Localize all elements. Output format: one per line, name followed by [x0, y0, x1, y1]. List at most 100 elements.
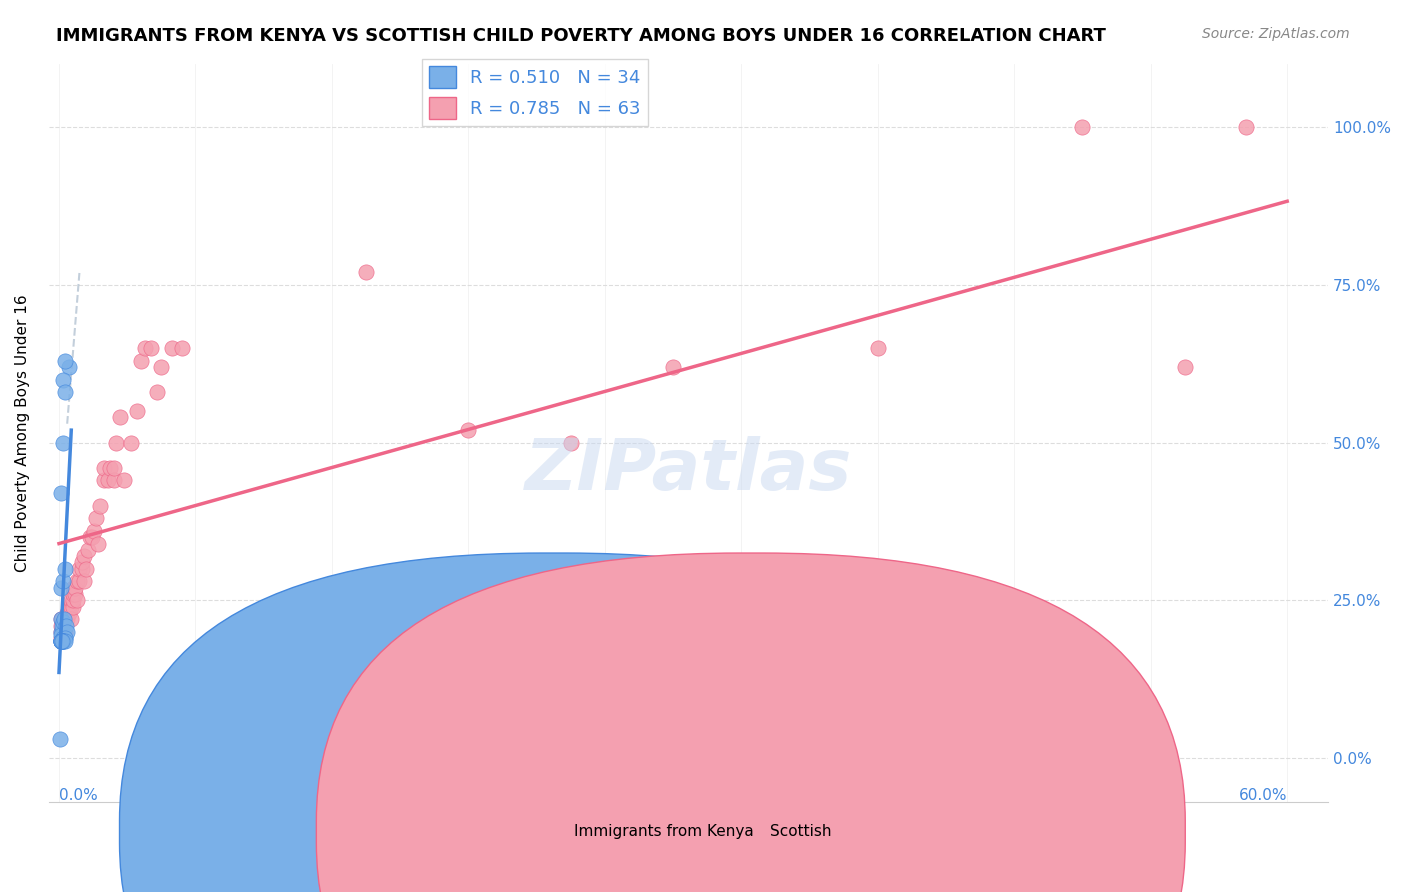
Point — [52, 634, 75, 648]
Point — [52, 634, 75, 648]
Point — [49, 634, 72, 648]
Point — [98, 461, 121, 475]
Point — [56, 612, 79, 626]
Point — [56, 624, 79, 639]
Text: ZIPatlas: ZIPatlas — [524, 435, 852, 505]
Point — [53, 612, 76, 626]
Point — [89, 499, 111, 513]
Legend: R = 0.510   N = 34, R = 0.785   N = 63: R = 0.510 N = 34, R = 0.785 N = 63 — [422, 59, 648, 126]
Point — [56, 606, 79, 620]
Point — [146, 385, 169, 400]
Point — [49, 731, 72, 746]
Point — [80, 530, 103, 544]
Point — [60, 599, 83, 614]
Text: IMMIGRANTS FROM KENYA VS SCOTTISH CHILD POVERTY AMONG BOYS UNDER 16 CORRELATION : IMMIGRANTS FROM KENYA VS SCOTTISH CHILD … — [56, 27, 1107, 45]
Point — [49, 634, 72, 648]
Point — [51, 618, 73, 632]
Point — [53, 624, 76, 639]
Point — [52, 631, 75, 645]
Point — [87, 536, 110, 550]
Point — [53, 353, 76, 368]
Point — [139, 341, 162, 355]
Point — [76, 542, 98, 557]
Point — [49, 624, 72, 639]
Point — [110, 410, 132, 425]
Y-axis label: Child Poverty Among Boys Under 16: Child Poverty Among Boys Under 16 — [15, 294, 30, 572]
Point — [52, 618, 75, 632]
Point — [120, 435, 142, 450]
Point — [354, 265, 377, 279]
Point — [53, 634, 76, 648]
Point — [560, 435, 582, 450]
Point — [103, 461, 125, 475]
Point — [53, 631, 76, 645]
Point — [83, 524, 105, 538]
Point — [457, 423, 479, 437]
Text: Source: ZipAtlas.com: Source: ZipAtlas.com — [1202, 27, 1350, 41]
Point — [52, 574, 75, 589]
Point — [66, 574, 89, 589]
Point — [170, 341, 193, 355]
Point — [49, 634, 72, 648]
Point — [93, 474, 115, 488]
Point — [58, 359, 80, 374]
Point — [1174, 359, 1197, 374]
Point — [53, 562, 76, 576]
Point — [70, 556, 93, 570]
Point — [62, 593, 84, 607]
Point — [49, 612, 72, 626]
Point — [51, 634, 73, 648]
Point — [1071, 120, 1094, 135]
Point — [52, 615, 75, 630]
Point — [65, 581, 87, 595]
Point — [70, 562, 93, 576]
Point — [62, 599, 84, 614]
Point — [69, 562, 91, 576]
Point — [53, 385, 76, 400]
Point — [93, 461, 115, 475]
Point — [60, 612, 83, 626]
Point — [53, 612, 76, 626]
Point — [150, 359, 173, 374]
Point — [49, 628, 72, 642]
Point — [866, 341, 889, 355]
Point — [53, 631, 76, 645]
Point — [49, 631, 72, 645]
Point — [129, 353, 152, 368]
Text: 0.0%: 0.0% — [59, 788, 98, 803]
Point — [125, 404, 148, 418]
Point — [65, 587, 87, 601]
Point — [662, 359, 685, 374]
Point — [134, 341, 156, 355]
Point — [49, 612, 72, 626]
Point — [49, 634, 72, 648]
Point — [66, 593, 89, 607]
Point — [49, 486, 72, 500]
Point — [765, 657, 787, 671]
Point — [105, 435, 128, 450]
Point — [49, 618, 72, 632]
Point — [69, 574, 91, 589]
Point — [52, 435, 75, 450]
Text: Immigrants from Kenya: Immigrants from Kenya — [574, 824, 754, 838]
Point — [75, 562, 97, 576]
Point — [62, 587, 84, 601]
Point — [72, 574, 94, 589]
Point — [51, 634, 73, 648]
Point — [160, 341, 183, 355]
Point — [52, 618, 75, 632]
Point — [49, 624, 72, 639]
Point — [103, 474, 125, 488]
Point — [114, 474, 136, 488]
Point — [49, 581, 72, 595]
Point — [52, 634, 75, 648]
Point — [72, 549, 94, 563]
Point — [60, 593, 83, 607]
Text: Scottish: Scottish — [770, 824, 832, 838]
Point — [84, 511, 107, 525]
Point — [52, 373, 75, 387]
Point — [55, 618, 77, 632]
Point — [49, 634, 72, 648]
Point — [97, 474, 120, 488]
Text: 60.0%: 60.0% — [1239, 788, 1288, 803]
